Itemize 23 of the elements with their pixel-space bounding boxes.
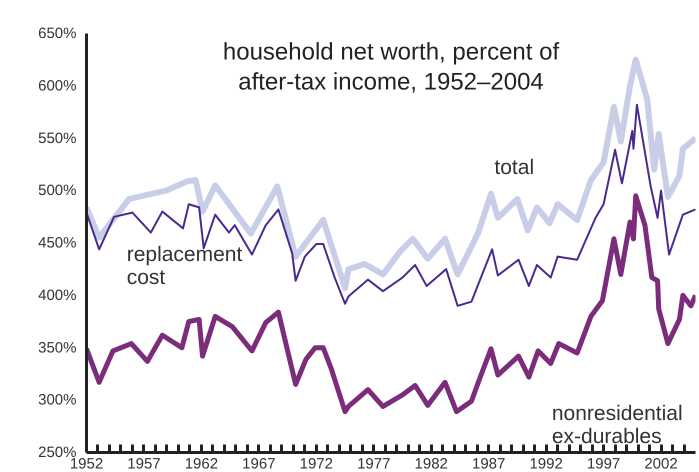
x-tick-label: 1982: [414, 456, 448, 472]
text: household net worth, percent of after-tax income, 1952–2004: [222, 38, 560, 96]
x-tick-label: 2002: [644, 456, 678, 472]
line-series: [86, 104, 696, 307]
y-tick-label: 400%: [38, 286, 77, 304]
x-tick-label: 1967: [242, 456, 276, 472]
x-tick-label: 1962: [184, 456, 218, 472]
y-tick-label: 650%: [38, 25, 77, 42]
y-tick-label: 600%: [38, 77, 77, 94]
x-tick-label: 1977: [357, 456, 390, 472]
series-label: replacement cost: [126, 243, 242, 289]
y-tick-label: 500%: [38, 182, 77, 200]
x-tick-label: 1997: [586, 456, 620, 472]
y-tick-label: 300%: [38, 392, 77, 409]
y-tick-label: 350%: [38, 339, 77, 356]
series-label: total: [494, 156, 534, 180]
x-tick-label: 1972: [300, 456, 333, 472]
y-tick-label: 450%: [38, 234, 77, 252]
series-label: nonresidential ex-durables: [552, 402, 683, 448]
x-tick-label: 1987: [472, 456, 506, 472]
x-tick-label: 1957: [127, 456, 161, 472]
x-tick-label: 1992: [529, 456, 563, 472]
y-tick-label: 550%: [38, 130, 77, 147]
